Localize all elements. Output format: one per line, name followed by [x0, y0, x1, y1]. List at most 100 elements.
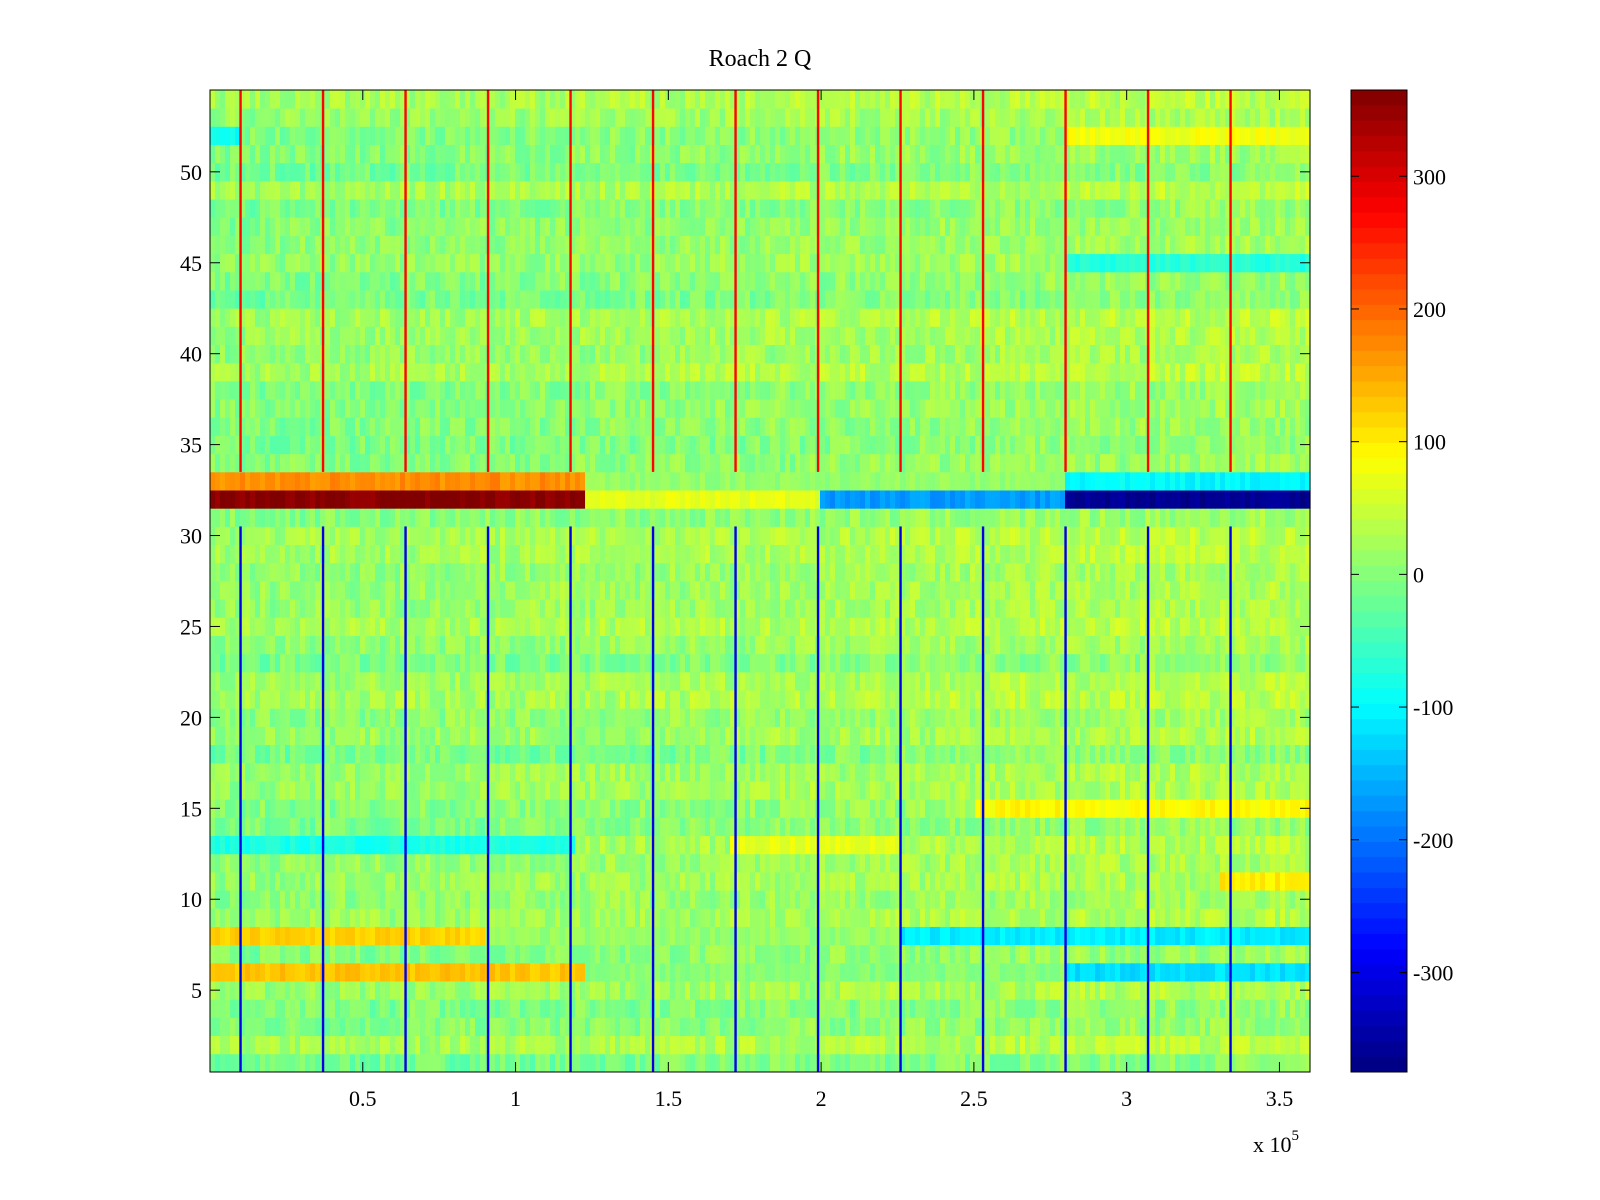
- heatmap-cell: [680, 726, 686, 746]
- heatmap-cell: [285, 890, 291, 909]
- heatmap-cell: [670, 744, 676, 764]
- heatmap-cell: [555, 726, 561, 746]
- heatmap-cell: [1020, 853, 1026, 873]
- heatmap-cell: [440, 762, 446, 782]
- heatmap-cell: [885, 1035, 891, 1055]
- heatmap-cell: [930, 890, 936, 909]
- heatmap-cell: [430, 835, 436, 855]
- heatmap-cell: [280, 871, 286, 891]
- heatmap-cell: [235, 781, 241, 800]
- heatmap-cell: [1175, 944, 1181, 964]
- heatmap-cell: [565, 744, 571, 764]
- heatmap-cell: [850, 944, 856, 964]
- heatmap-cell: [270, 708, 276, 727]
- heatmap-cell: [785, 726, 791, 746]
- heatmap-cell: [1265, 799, 1271, 818]
- heatmap-cell: [620, 926, 626, 946]
- heatmap-cell: [600, 962, 606, 982]
- heatmap-cell: [1220, 762, 1226, 782]
- heatmap-cell: [1300, 999, 1306, 1018]
- heatmap-cell: [780, 690, 786, 709]
- heatmap-cell: [1260, 999, 1266, 1018]
- heatmap-cell: [1195, 1035, 1201, 1055]
- heatmap-cell: [1100, 799, 1106, 818]
- heatmap-cell: [1120, 981, 1126, 1000]
- heatmap-cell: [720, 999, 726, 1018]
- heatmap-cell: [790, 890, 796, 909]
- heatmap-cell: [580, 871, 586, 891]
- heatmap-cell: [390, 1017, 396, 1037]
- heatmap-cell: [500, 781, 506, 800]
- heatmap-cell: [1105, 871, 1111, 891]
- heatmap-cell: [1260, 1053, 1266, 1073]
- heatmap-cell: [760, 962, 766, 982]
- heatmap-cell: [495, 817, 501, 836]
- heatmap-cell: [1100, 944, 1106, 964]
- heatmap-cell: [725, 671, 731, 691]
- heatmap-cell: [975, 781, 981, 800]
- heatmap-cell: [355, 908, 361, 927]
- heatmap-cell: [500, 671, 506, 691]
- heatmap-cell: [565, 1017, 571, 1037]
- heatmap-cell: [1050, 744, 1056, 764]
- heatmap-cell: [1115, 853, 1121, 873]
- heatmap-cell: [280, 853, 286, 873]
- heatmap-cell: [800, 999, 806, 1018]
- heatmap-cell: [280, 799, 286, 818]
- heatmap-cell: [1060, 744, 1066, 764]
- heatmap-cell: [1280, 908, 1286, 927]
- heatmap-cell: [280, 762, 286, 782]
- heatmap-cell: [1040, 981, 1046, 1000]
- heatmap-cell: [1180, 871, 1186, 891]
- heatmap-cell: [585, 1035, 591, 1055]
- heatmap-cell: [530, 671, 536, 691]
- heatmap-cell: [570, 744, 576, 764]
- heatmap-cell: [1095, 926, 1101, 946]
- heatmap-cell: [870, 653, 876, 673]
- heatmap-cell: [490, 962, 496, 982]
- heatmap-cell: [585, 835, 591, 855]
- heatmap-cell: [795, 781, 801, 800]
- heatmap-cell: [1160, 890, 1166, 909]
- heatmap-cell: [830, 708, 836, 727]
- heatmap-cell: [565, 835, 571, 855]
- heatmap-cell: [1205, 1017, 1211, 1037]
- heatmap-cell: [575, 708, 581, 727]
- heatmap-cell: [900, 726, 906, 746]
- heatmap-cell: [920, 1053, 926, 1073]
- heatmap-cell: [555, 762, 561, 782]
- heatmap-cell: [690, 853, 696, 873]
- heatmap-cell: [590, 981, 596, 1000]
- heatmap-cell: [1140, 981, 1146, 1000]
- heatmap-cell: [795, 835, 801, 855]
- heatmap-cell: [685, 744, 691, 764]
- heatmap-cell: [315, 817, 321, 836]
- heatmap-cell: [1155, 1035, 1161, 1055]
- heatmap-cell: [875, 944, 881, 964]
- heatmap-cell: [555, 926, 561, 946]
- heatmap-cell: [705, 762, 711, 782]
- heatmap-cell: [990, 926, 996, 946]
- heatmap-cell: [1030, 781, 1036, 800]
- heatmap-cell: [450, 726, 456, 746]
- heatmap-cell: [1175, 726, 1181, 746]
- heatmap-cell: [375, 781, 381, 800]
- heatmap-cell: [560, 853, 566, 873]
- heatmap-cell: [765, 1017, 771, 1037]
- heatmap-cell: [355, 1017, 361, 1037]
- heatmap-cell: [590, 762, 596, 782]
- heatmap-cell: [820, 981, 826, 1000]
- heatmap-cell: [750, 1053, 756, 1073]
- heatmap-cell: [535, 781, 541, 800]
- heatmap-cell: [1005, 799, 1011, 818]
- heatmap-cell: [1225, 926, 1231, 946]
- heatmap-cell: [440, 1035, 446, 1055]
- heatmap-cell: [210, 1017, 216, 1037]
- heatmap-cell: [635, 981, 641, 1000]
- heatmap-cell: [1170, 781, 1176, 800]
- heatmap-cell: [820, 653, 826, 673]
- heatmap-cell: [235, 944, 241, 964]
- heatmap-cell: [480, 781, 486, 800]
- heatmap-cell: [235, 744, 241, 764]
- heatmap-cell: [1000, 781, 1006, 800]
